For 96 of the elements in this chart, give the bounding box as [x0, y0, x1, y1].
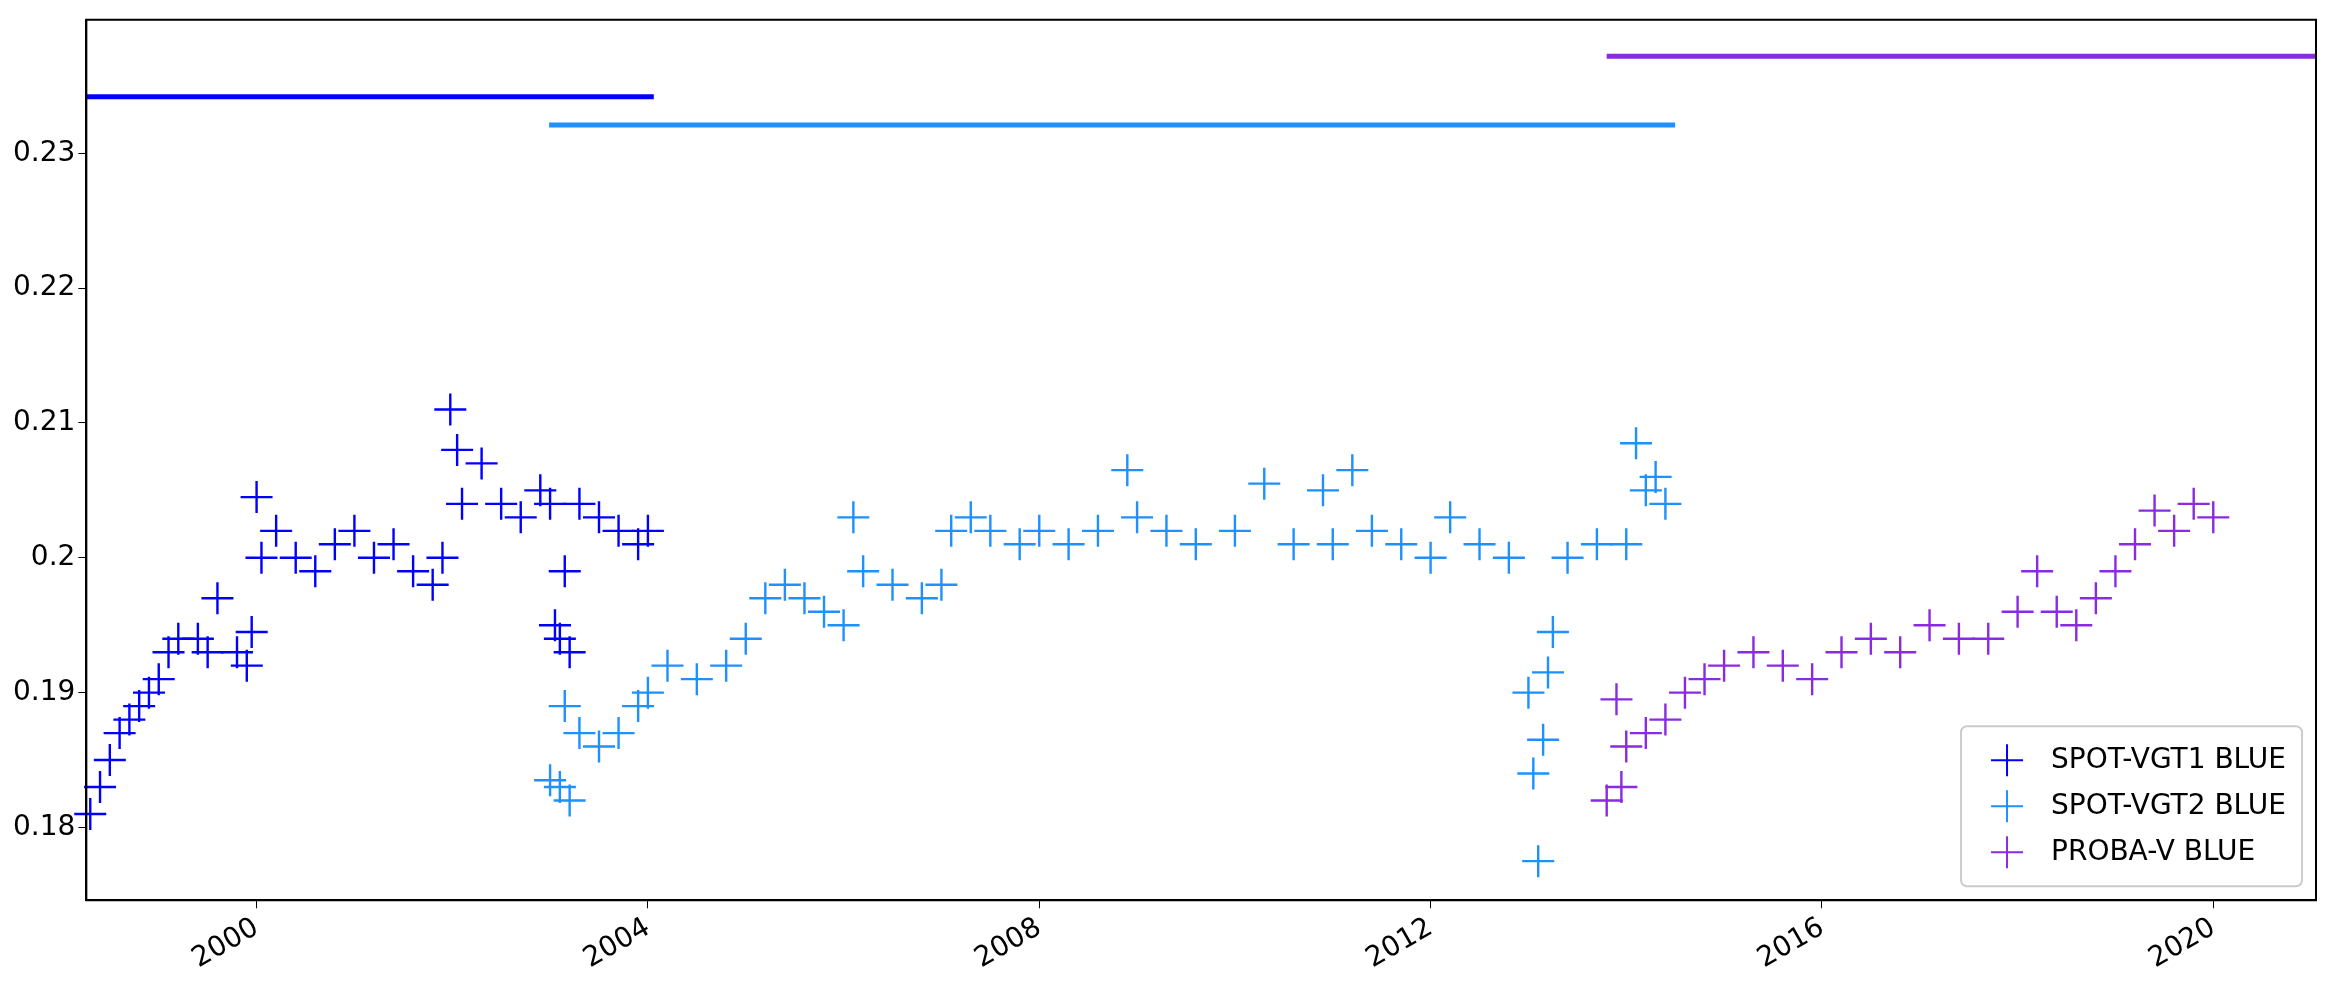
point [1737, 636, 1770, 669]
point [1649, 487, 1682, 520]
point [132, 676, 165, 709]
point [1580, 528, 1613, 561]
point [974, 514, 1007, 547]
legend-label: SPOT-VGT1 BLUE [2051, 741, 2286, 775]
y-tick-label: 0.19 [13, 673, 76, 707]
point [2001, 595, 2034, 628]
point [240, 481, 273, 514]
point [1336, 454, 1369, 487]
point [602, 514, 635, 547]
point [553, 636, 586, 669]
point [2119, 528, 2152, 561]
point [1517, 757, 1550, 790]
point [729, 622, 762, 655]
point [465, 447, 498, 480]
point [152, 636, 185, 669]
point [2138, 494, 2171, 527]
point [543, 622, 576, 655]
point [1688, 663, 1721, 696]
point [1052, 528, 1085, 561]
point [1512, 676, 1545, 709]
point [1610, 730, 1643, 763]
point [837, 501, 870, 534]
point [504, 501, 537, 534]
point [1003, 528, 1036, 561]
point [1111, 454, 1144, 487]
point [1385, 528, 1418, 561]
point [245, 541, 278, 574]
point [201, 582, 234, 615]
point [1766, 649, 1799, 682]
point [710, 649, 743, 682]
point [318, 528, 351, 561]
point [1414, 541, 1447, 574]
point [1121, 501, 1154, 534]
point [583, 730, 615, 763]
point [1639, 460, 1672, 493]
point [563, 487, 596, 520]
point [1649, 703, 1682, 736]
point [113, 703, 146, 736]
point [1551, 541, 1584, 574]
point [434, 393, 467, 426]
point [1590, 784, 1623, 817]
point [1610, 528, 1643, 561]
point [191, 636, 224, 669]
point [1972, 622, 2005, 655]
point [1825, 636, 1858, 669]
point [583, 501, 615, 534]
point [1854, 622, 1887, 655]
point [1629, 474, 1662, 507]
point [631, 676, 664, 709]
point [1708, 649, 1741, 682]
point [103, 717, 136, 750]
point [2099, 555, 2132, 588]
point [954, 501, 987, 534]
point [338, 514, 371, 547]
point [1248, 467, 1281, 500]
y-tick-label: 0.23 [13, 134, 76, 168]
point [788, 582, 821, 615]
point [235, 615, 268, 648]
y-tick-label: 0.21 [13, 404, 76, 438]
point [563, 717, 596, 750]
point [622, 528, 655, 561]
point [1306, 474, 1339, 507]
point [1600, 683, 1633, 716]
point [1434, 501, 1467, 534]
point [553, 784, 586, 817]
point [602, 717, 635, 750]
point [925, 568, 958, 601]
point [416, 568, 449, 601]
legend-label: SPOT-VGT2 BLUE [2051, 787, 2286, 821]
point [1605, 771, 1638, 804]
legend-label: PROBA-V BLUE [2051, 833, 2256, 867]
point [1179, 528, 1212, 561]
point [1668, 676, 1701, 709]
point [181, 622, 214, 655]
point [827, 609, 860, 642]
y-tick-label: 0.18 [13, 808, 76, 842]
point [876, 568, 909, 601]
y-tick-label: 0.2 [30, 539, 76, 573]
point [1942, 622, 1975, 655]
point [230, 649, 263, 682]
point [1463, 528, 1496, 561]
point [749, 582, 782, 615]
point [426, 541, 459, 574]
point [1316, 528, 1349, 561]
point [1277, 528, 1310, 561]
point [651, 649, 684, 682]
point [377, 528, 410, 561]
point [1913, 609, 1946, 642]
point [2197, 501, 2230, 534]
point [1150, 514, 1183, 547]
y-tick-label: 0.22 [13, 269, 76, 303]
point [1532, 656, 1564, 689]
point [2060, 609, 2093, 642]
point [524, 474, 557, 507]
